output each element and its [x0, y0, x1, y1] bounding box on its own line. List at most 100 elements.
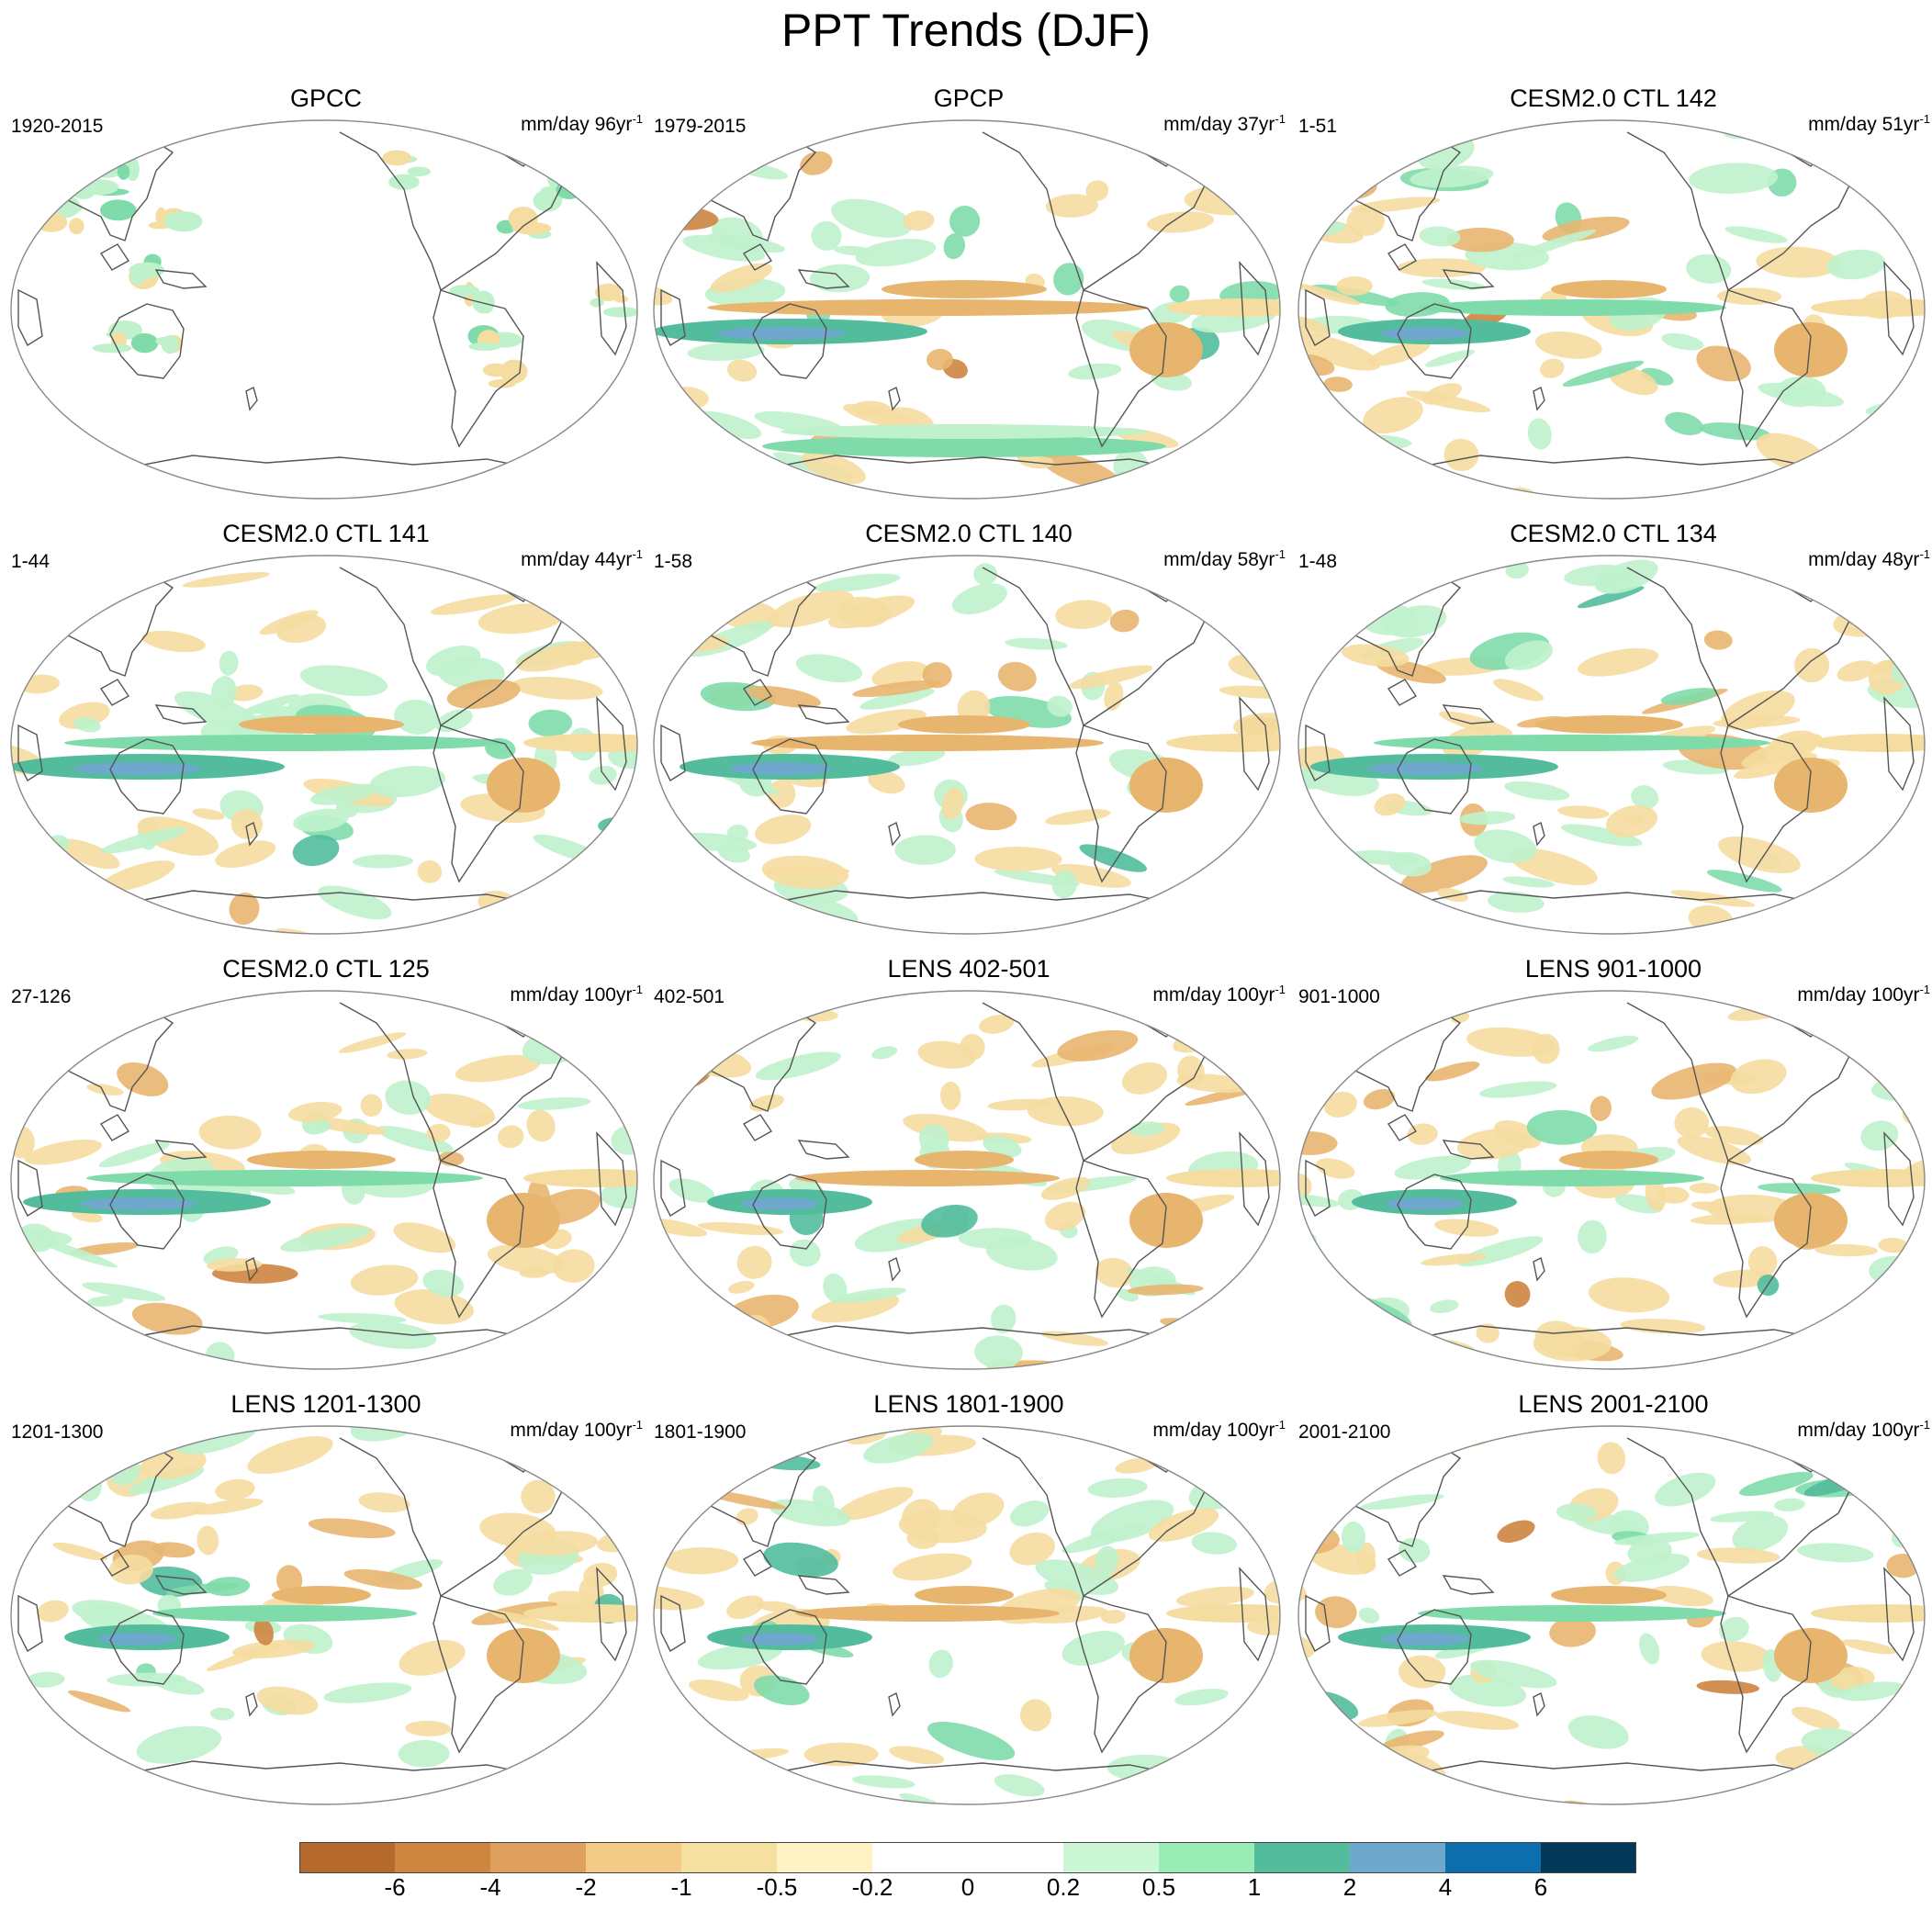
- colorbar-label: 2: [1343, 1873, 1356, 1902]
- dry-anomaly: [247, 1151, 396, 1169]
- dry-anomaly: [512, 222, 552, 235]
- wet-anomaly: [162, 335, 180, 354]
- globe-map: [652, 1421, 1282, 1807]
- colorbar-swatch: [968, 1842, 1063, 1873]
- wet-anomaly: [1297, 583, 1360, 621]
- panel-title: LENS 402-501: [652, 955, 1286, 983]
- wet-anomaly: [44, 1321, 131, 1367]
- dry-anomaly: [9, 1690, 27, 1727]
- globe-map: [652, 986, 1282, 1372]
- colorbar-label: 0.5: [1142, 1873, 1175, 1902]
- dry-anomaly: [1559, 1151, 1658, 1169]
- dry-anomaly: [652, 1781, 737, 1807]
- colorbar-label: 6: [1534, 1873, 1547, 1902]
- dry-anomaly: [1242, 986, 1282, 1018]
- wet-anomaly: [9, 1444, 52, 1477]
- dry-anomaly: [489, 365, 500, 375]
- wet-anomaly: [1748, 1803, 1772, 1807]
- colorbar-label: -0.5: [757, 1873, 798, 1902]
- panel-title: CESM2.0 CTL 134: [1297, 520, 1930, 548]
- colorbar-swatch: [1445, 1842, 1541, 1873]
- panel-title: LENS 2001-2100: [1297, 1390, 1930, 1419]
- dry-anomaly: [1315, 588, 1386, 623]
- dry-anomaly: [1068, 1799, 1154, 1807]
- colorbar-label: 0.2: [1047, 1873, 1080, 1902]
- globe-map: [1297, 116, 1926, 501]
- dry-anomaly: [1534, 715, 1683, 734]
- dry-anomaly: [487, 758, 560, 813]
- dry-anomaly: [487, 1628, 560, 1683]
- wet-anomaly: [719, 116, 806, 143]
- colorbar-swatch: [299, 1842, 395, 1873]
- dry-anomaly: [1154, 1767, 1206, 1803]
- wet-anomaly: [1275, 185, 1282, 214]
- wet-anomaly: [1313, 1743, 1360, 1766]
- dry-anomaly: [882, 280, 1047, 298]
- colorbar-label: 0: [961, 1873, 974, 1902]
- globe-map: [1297, 1421, 1926, 1807]
- wet-anomaly: [472, 291, 495, 314]
- wet-anomaly: [1863, 587, 1926, 620]
- equatorial-band: [1418, 1605, 1726, 1622]
- dry-anomaly: [652, 427, 677, 460]
- figure-title: PPT Trends (DJF): [0, 4, 1932, 57]
- dry-anomaly: [1129, 322, 1203, 377]
- wet-anomaly: [1158, 576, 1183, 590]
- dry-anomaly: [9, 1719, 41, 1760]
- colorbar-swatch: [681, 1842, 777, 1873]
- colorbar-swatch: [395, 1842, 490, 1873]
- wet-anomaly: [1786, 1332, 1850, 1365]
- dry-anomaly: [487, 1193, 560, 1248]
- dry-anomaly: [898, 715, 1030, 734]
- wet-anomaly: [1322, 1048, 1363, 1068]
- dry-anomaly: [1235, 1022, 1282, 1047]
- wet-anomaly: [28, 1712, 61, 1739]
- panel-title: LENS 901-1000: [1297, 955, 1930, 983]
- dry-anomaly: [1129, 758, 1203, 813]
- wet-anomaly: [1852, 1355, 1926, 1372]
- wet-anomaly: [388, 174, 420, 190]
- globe-map: [9, 116, 639, 501]
- dry-anomaly: [614, 296, 628, 303]
- colorbar-swatch: [777, 1842, 872, 1873]
- dry-anomaly: [1183, 564, 1229, 598]
- dry-anomaly: [1159, 1314, 1245, 1342]
- wet-anomaly: [652, 1517, 669, 1555]
- wet-anomaly: [468, 343, 500, 351]
- wet-anomaly: [1391, 1367, 1462, 1372]
- wet-anomaly: [1831, 145, 1866, 170]
- dry-anomaly: [652, 1450, 708, 1489]
- wet-anomaly: [131, 333, 159, 353]
- colorbar-swatch: [872, 1842, 968, 1873]
- wet-anomaly: [1924, 176, 1926, 218]
- equatorial-band: [152, 1605, 417, 1622]
- dry-anomaly: [652, 1464, 691, 1501]
- dry-anomaly: [500, 360, 528, 384]
- wet-anomaly: [500, 1775, 589, 1807]
- dry-anomaly: [1774, 1193, 1848, 1248]
- dry-anomaly: [1827, 134, 1920, 183]
- dry-anomaly: [239, 715, 404, 734]
- dry-anomaly: [495, 551, 574, 566]
- globe-map: [652, 551, 1282, 937]
- colorbar: [299, 1842, 1636, 1873]
- dry-anomaly: [1774, 1628, 1848, 1683]
- colorbar-swatch: [586, 1842, 681, 1873]
- dry-anomaly: [1226, 457, 1254, 487]
- wet-anomaly: [1297, 1514, 1327, 1545]
- dry-anomaly: [272, 1586, 371, 1604]
- wet-anomaly: [1297, 1066, 1312, 1100]
- colorbar-swatch: [1159, 1842, 1254, 1873]
- equatorial-band: [1418, 299, 1726, 316]
- wet-anomaly: [1649, 1803, 1731, 1807]
- wet-anomaly: [1878, 1741, 1903, 1761]
- equatorial-band: [795, 1605, 1060, 1622]
- wet-anomaly: [1380, 1633, 1470, 1646]
- wet-anomaly: [1276, 186, 1282, 229]
